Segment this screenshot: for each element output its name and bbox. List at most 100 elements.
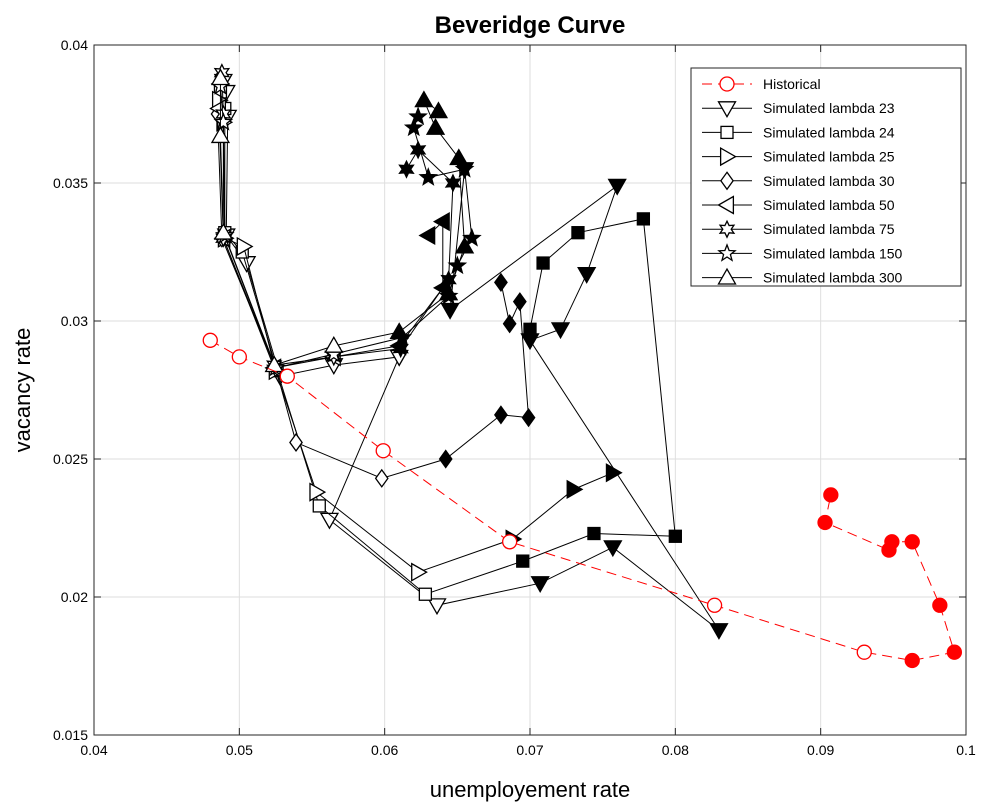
data-point: [213, 222, 233, 240]
data-point: [398, 159, 415, 179]
data-point: [856, 644, 872, 660]
legend-label: Simulated lambda 50: [763, 197, 895, 213]
axis-ticks: 0.04 0.05 0.06 0.07 0.08 0.09 0.1 0.015 0.02 0.02…: [53, 37, 976, 758]
legend-box: [690, 67, 962, 287]
legend-label: Simulated lambda 75: [763, 221, 895, 237]
legend: Historical Simulated lambda 23 Simulated l…: [690, 67, 962, 287]
data-point: [462, 227, 482, 247]
data-point: [202, 332, 218, 348]
x-tick-label: 0.07: [516, 742, 543, 758]
data-point: [319, 512, 340, 530]
data-point: [389, 322, 409, 340]
data-point: [438, 283, 459, 301]
series-line: [221, 72, 454, 366]
data-point: [823, 487, 839, 503]
legend-marker: [717, 195, 735, 215]
legend-label: Simulated lambda 24: [763, 124, 895, 140]
legend-marker: [717, 101, 737, 119]
x-tick-label: 0.1: [956, 742, 976, 758]
x-tick-label: 0.05: [226, 742, 253, 758]
data-point: [210, 68, 231, 86]
legend-marker: [720, 171, 734, 191]
x-tick-label: 0.09: [807, 742, 834, 758]
data-point: [418, 167, 439, 186]
data-point: [231, 349, 247, 365]
y-axis-label: vacancy rate: [10, 328, 35, 453]
data-point: [636, 212, 651, 226]
legend-entry: Simulated lambda 75: [702, 219, 895, 239]
data-point: [440, 302, 460, 320]
data-point: [411, 562, 428, 582]
data-point: [709, 623, 729, 640]
legend-marker: [719, 146, 737, 167]
legend-label: Simulated lambda 25: [763, 149, 895, 165]
data-point: [668, 529, 682, 543]
data-point: [324, 336, 344, 353]
data-point: [210, 126, 231, 144]
data-point: [414, 90, 434, 108]
y-tick-label: 0.04: [61, 37, 88, 53]
data-point: [309, 482, 327, 502]
data-point: [213, 111, 234, 131]
data-point: [279, 368, 295, 384]
legend-label: Simulated lambda 150: [763, 245, 903, 261]
data-point: [427, 598, 447, 616]
series-historical: [202, 332, 963, 669]
data-point: [603, 540, 623, 558]
data-point: [502, 314, 517, 334]
series-layer: [202, 63, 963, 669]
data-point: [536, 256, 550, 270]
data-point: [375, 443, 391, 459]
data-point: [494, 405, 508, 425]
data-point: [566, 479, 584, 499]
legend-label: Historical: [763, 76, 821, 92]
data-point: [521, 407, 536, 428]
legend-entry: Simulated lambda 23: [702, 100, 895, 119]
data-point: [449, 148, 469, 166]
data-point: [932, 597, 948, 613]
legend-entry: Simulated lambda 25: [702, 146, 895, 167]
y-tick-label: 0.025: [53, 451, 88, 467]
data-point: [587, 526, 601, 541]
data-point: [881, 542, 897, 558]
legend-marker: [718, 219, 736, 239]
x-tick-label: 0.04: [80, 742, 107, 758]
data-point: [454, 158, 475, 178]
series-simulated-lambda-300: [210, 68, 475, 373]
legend-entry: Simulated lambda 300: [702, 267, 903, 286]
data-point: [418, 587, 433, 601]
y-tick-label: 0.035: [53, 175, 88, 191]
data-point: [904, 652, 920, 669]
data-point: [516, 554, 530, 568]
data-point: [454, 236, 475, 254]
data-point: [817, 514, 833, 531]
data-point: [605, 463, 623, 483]
data-point: [494, 272, 508, 292]
data-point: [607, 178, 627, 196]
legend-entry: Simulated lambda 24: [702, 124, 895, 140]
data-point: [577, 267, 597, 284]
data-point: [264, 355, 284, 373]
legend-entry: Simulated lambda 150: [702, 243, 903, 262]
data-point: [946, 644, 963, 660]
data-point: [418, 225, 436, 246]
legend-marker: [717, 267, 737, 285]
data-point: [438, 449, 453, 469]
data-point: [425, 117, 446, 135]
y-tick-label: 0.015: [53, 727, 88, 743]
legend-entry: Historical: [702, 76, 821, 92]
data-point: [312, 499, 326, 513]
y-tick-label: 0.02: [61, 589, 88, 605]
legend-marker: [719, 76, 735, 92]
legend-label: Simulated lambda 30: [763, 173, 895, 189]
x-axis-label: unemployement rate: [430, 777, 631, 802]
legend-entry: Simulated lambda 30: [702, 171, 895, 191]
data-point: [512, 292, 527, 312]
data-point: [706, 597, 723, 613]
legend-marker: [720, 125, 734, 140]
data-point: [236, 236, 254, 257]
data-point: [904, 534, 920, 550]
data-point: [571, 226, 585, 240]
data-point: [502, 534, 518, 550]
